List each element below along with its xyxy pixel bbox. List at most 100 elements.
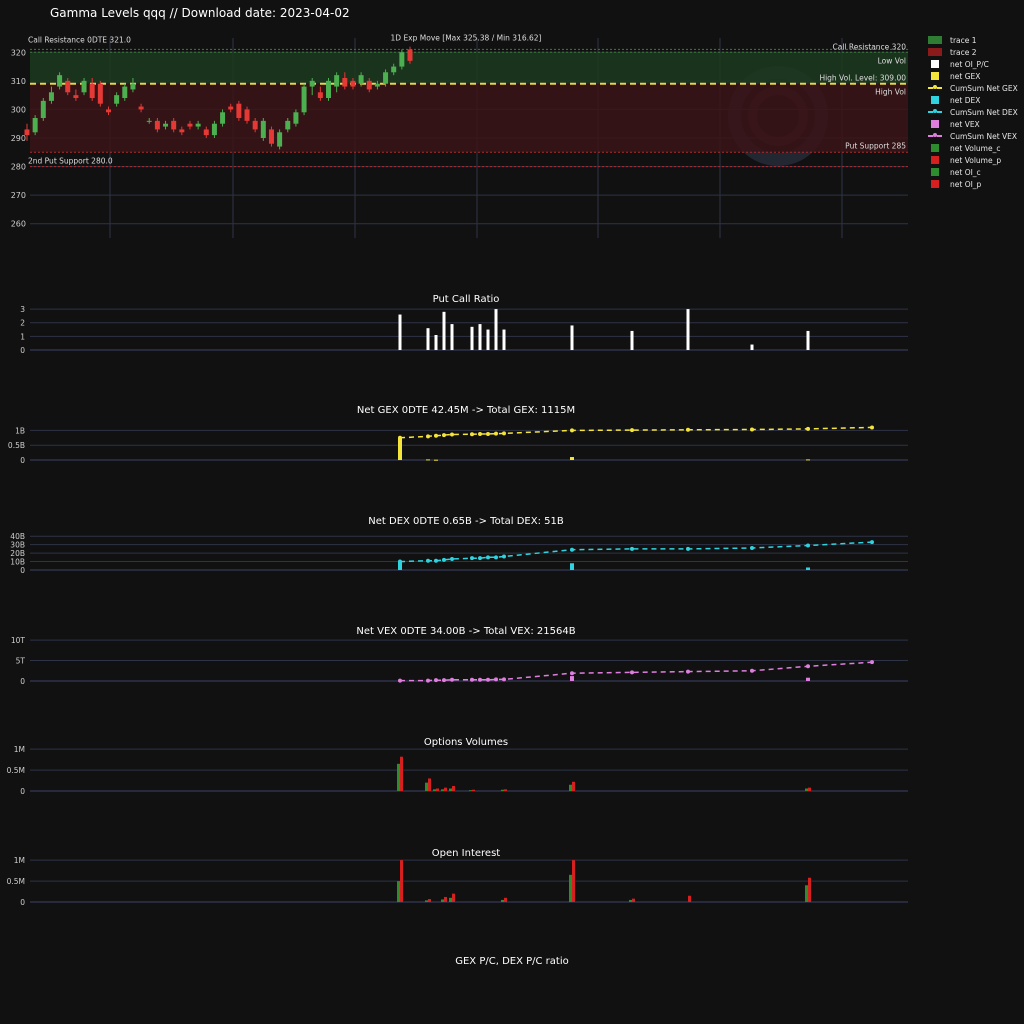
bar <box>808 787 811 791</box>
candle-body <box>383 72 389 84</box>
legend-swatch <box>928 36 942 44</box>
cumsum-point <box>630 546 634 551</box>
candle-body <box>326 80 332 98</box>
bar <box>400 756 403 791</box>
bar <box>502 329 506 350</box>
candle-body <box>399 52 405 67</box>
cumsum-point <box>478 431 482 436</box>
candle-body <box>236 103 242 118</box>
legend-item[interactable]: net OI_c <box>928 166 1024 178</box>
bar <box>469 790 472 791</box>
cumsum-point <box>398 435 402 440</box>
cumsum-point <box>502 677 506 682</box>
legend-item[interactable]: net GEX <box>928 70 1024 82</box>
legend-label: CumSum Net GEX <box>950 83 1018 93</box>
bar <box>397 763 400 791</box>
bar <box>806 677 810 681</box>
bar <box>504 897 507 902</box>
cumsum-point <box>442 678 446 683</box>
cumsum-point <box>450 677 454 682</box>
subplot-title: Net DEX 0DTE 0.65B -> Total DEX: 51B <box>368 516 564 527</box>
annotation-put-support-2: 2nd Put Support 280.0 <box>28 157 113 166</box>
y-tick-label: 10T <box>11 636 26 645</box>
cumsum-point <box>870 660 874 665</box>
legend-item[interactable]: net VEX <box>928 118 1024 130</box>
cumsum-line <box>399 426 873 439</box>
bar <box>688 895 691 902</box>
candle-body <box>407 49 413 61</box>
legend-item[interactable]: net Volume_p <box>928 154 1024 166</box>
legend-item[interactable]: CumSum Net GEX <box>928 82 1024 94</box>
annotation-put-support: Put Support 285 <box>845 141 906 150</box>
legend-label: net OI_p <box>950 179 982 189</box>
legend-swatch <box>928 133 942 137</box>
cumsum-point <box>442 433 446 438</box>
bar <box>501 899 504 902</box>
legend[interactable]: trace 1 trace 2 net OI_P/C net GEX CumSum Ne… <box>928 34 1024 190</box>
y-tick-label: 0 <box>20 677 25 686</box>
candle-body <box>138 106 144 110</box>
legend-item[interactable]: net OI_p <box>928 178 1024 190</box>
cumsum-point <box>806 543 810 548</box>
candle-body <box>211 123 217 136</box>
cumsum-point <box>750 546 754 551</box>
legend-label: net OI_P/C <box>950 59 989 69</box>
cumsum-point <box>470 432 474 437</box>
bar <box>428 778 431 791</box>
legend-swatch <box>931 72 939 80</box>
annotation-low-vol: Low Vol <box>878 56 906 65</box>
bar <box>397 881 400 902</box>
bar <box>686 309 690 350</box>
cumsum-point <box>686 427 690 432</box>
bar <box>452 785 455 791</box>
bar <box>449 788 452 791</box>
subplot-title: Net VEX 0DTE 34.00B -> Total VEX: 21564B <box>356 626 575 637</box>
legend-item[interactable]: CumSum Net VEX <box>928 130 1024 142</box>
candle-body <box>179 129 185 133</box>
legend-label: net Volume_c <box>950 143 1001 153</box>
candle-body <box>171 120 177 130</box>
cumsum-point <box>686 546 690 551</box>
bar <box>570 457 574 460</box>
legend-item[interactable]: CumSum Net DEX <box>928 106 1024 118</box>
candle-body <box>32 118 38 133</box>
legend-item[interactable]: trace 1 <box>928 34 1024 46</box>
legend-label: CumSum Net VEX <box>950 131 1018 141</box>
bar <box>398 561 402 570</box>
bar <box>434 459 438 461</box>
candle-body <box>228 106 234 110</box>
bar <box>494 309 498 350</box>
bar <box>428 899 431 902</box>
bar <box>805 788 808 791</box>
legend-item[interactable]: net DEX <box>928 94 1024 106</box>
low-vol-band <box>30 52 908 84</box>
legend-item[interactable]: trace 2 <box>928 46 1024 58</box>
y-tick-label: 1B <box>15 426 25 435</box>
cumsum-point <box>806 426 810 431</box>
legend-swatch <box>931 180 939 188</box>
candle-body <box>350 80 356 87</box>
legend-label: CumSum Net DEX <box>950 107 1018 117</box>
legend-swatch <box>931 96 939 104</box>
legend-item[interactable]: net OI_P/C <box>928 58 1024 70</box>
bar <box>441 899 444 902</box>
cumsum-point <box>494 431 498 436</box>
candle-body <box>105 109 111 113</box>
cumsum-point <box>426 558 430 563</box>
candle-body <box>252 120 258 130</box>
candle-body <box>122 86 128 98</box>
legend-item[interactable]: net Volume_c <box>928 142 1024 154</box>
candle-body <box>97 83 103 104</box>
bar <box>570 676 574 681</box>
bar <box>486 329 490 350</box>
bar <box>572 860 575 902</box>
candle-body <box>260 120 266 138</box>
cumsum-line <box>400 661 873 682</box>
y-tick-label: 270 <box>11 191 26 200</box>
bar <box>629 899 632 902</box>
cumsum-point <box>870 540 874 545</box>
y-tick-label: 0 <box>20 456 25 465</box>
candle-body <box>73 95 79 98</box>
y-tick-label: 3 <box>20 305 25 314</box>
bar <box>452 893 455 902</box>
